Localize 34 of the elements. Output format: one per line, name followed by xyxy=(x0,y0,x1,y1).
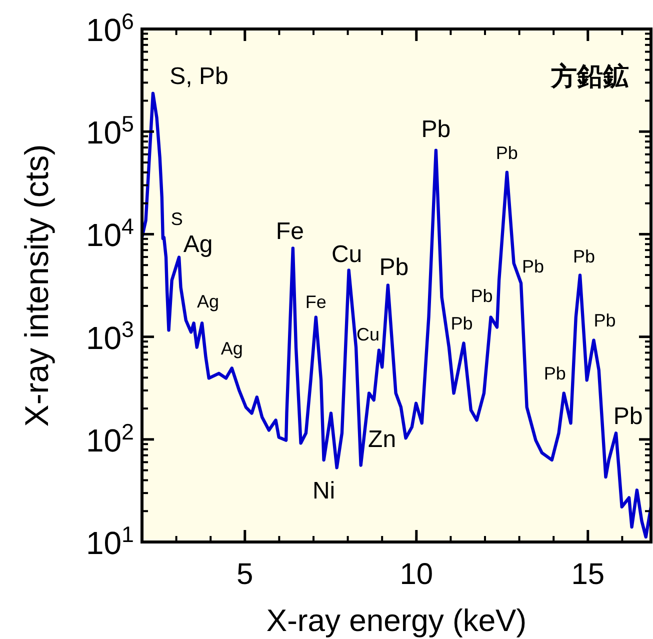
annotation: Ni xyxy=(312,477,336,504)
x-axis-title: X-ray energy (keV) xyxy=(266,603,527,638)
annotation: Fe xyxy=(276,218,304,245)
y-tick-label: 10$^{5}$ xyxy=(86,111,134,151)
annotation: Cu xyxy=(356,324,380,345)
annotation: Fe xyxy=(305,292,326,312)
annotation: Ag xyxy=(183,230,213,258)
annotation: Ag xyxy=(197,292,220,312)
y-tick-label: 10$^{2}$ xyxy=(86,418,134,458)
y-tick-label: 10$^{4}$ xyxy=(86,214,134,254)
annotation: Pb xyxy=(496,142,518,163)
line-series xyxy=(142,92,651,539)
y-axis-title: X-ray intensity (cts) xyxy=(18,144,55,427)
annotation: S xyxy=(170,208,183,229)
annotation: 方鉛鉱 xyxy=(550,61,629,91)
x-tick-label: 15 xyxy=(571,558,605,591)
annotation: Pb xyxy=(594,310,616,331)
annotation: Pb xyxy=(470,286,493,306)
annotation: Zn xyxy=(368,426,396,453)
annotation: Pb xyxy=(572,246,596,267)
y-tick-label: 10$^{6}$ xyxy=(86,8,134,48)
y-tick-label: 10$^{1}$ xyxy=(86,522,134,561)
annotation: Pb xyxy=(421,116,451,144)
annotation: Cu xyxy=(331,240,362,268)
annotation: Pb xyxy=(450,314,473,334)
annotation: Pb xyxy=(379,254,409,281)
annotation: S, Pb xyxy=(170,62,228,90)
annotation: Ag xyxy=(220,338,243,359)
annotation: Pb xyxy=(544,364,566,384)
x-tick-label: 10 xyxy=(400,558,434,591)
annotation: Pb xyxy=(522,256,544,277)
annotation: Pb xyxy=(613,402,643,430)
y-tick-label: 10$^{3}$ xyxy=(86,316,134,356)
x-tick-label: 5 xyxy=(236,558,254,591)
